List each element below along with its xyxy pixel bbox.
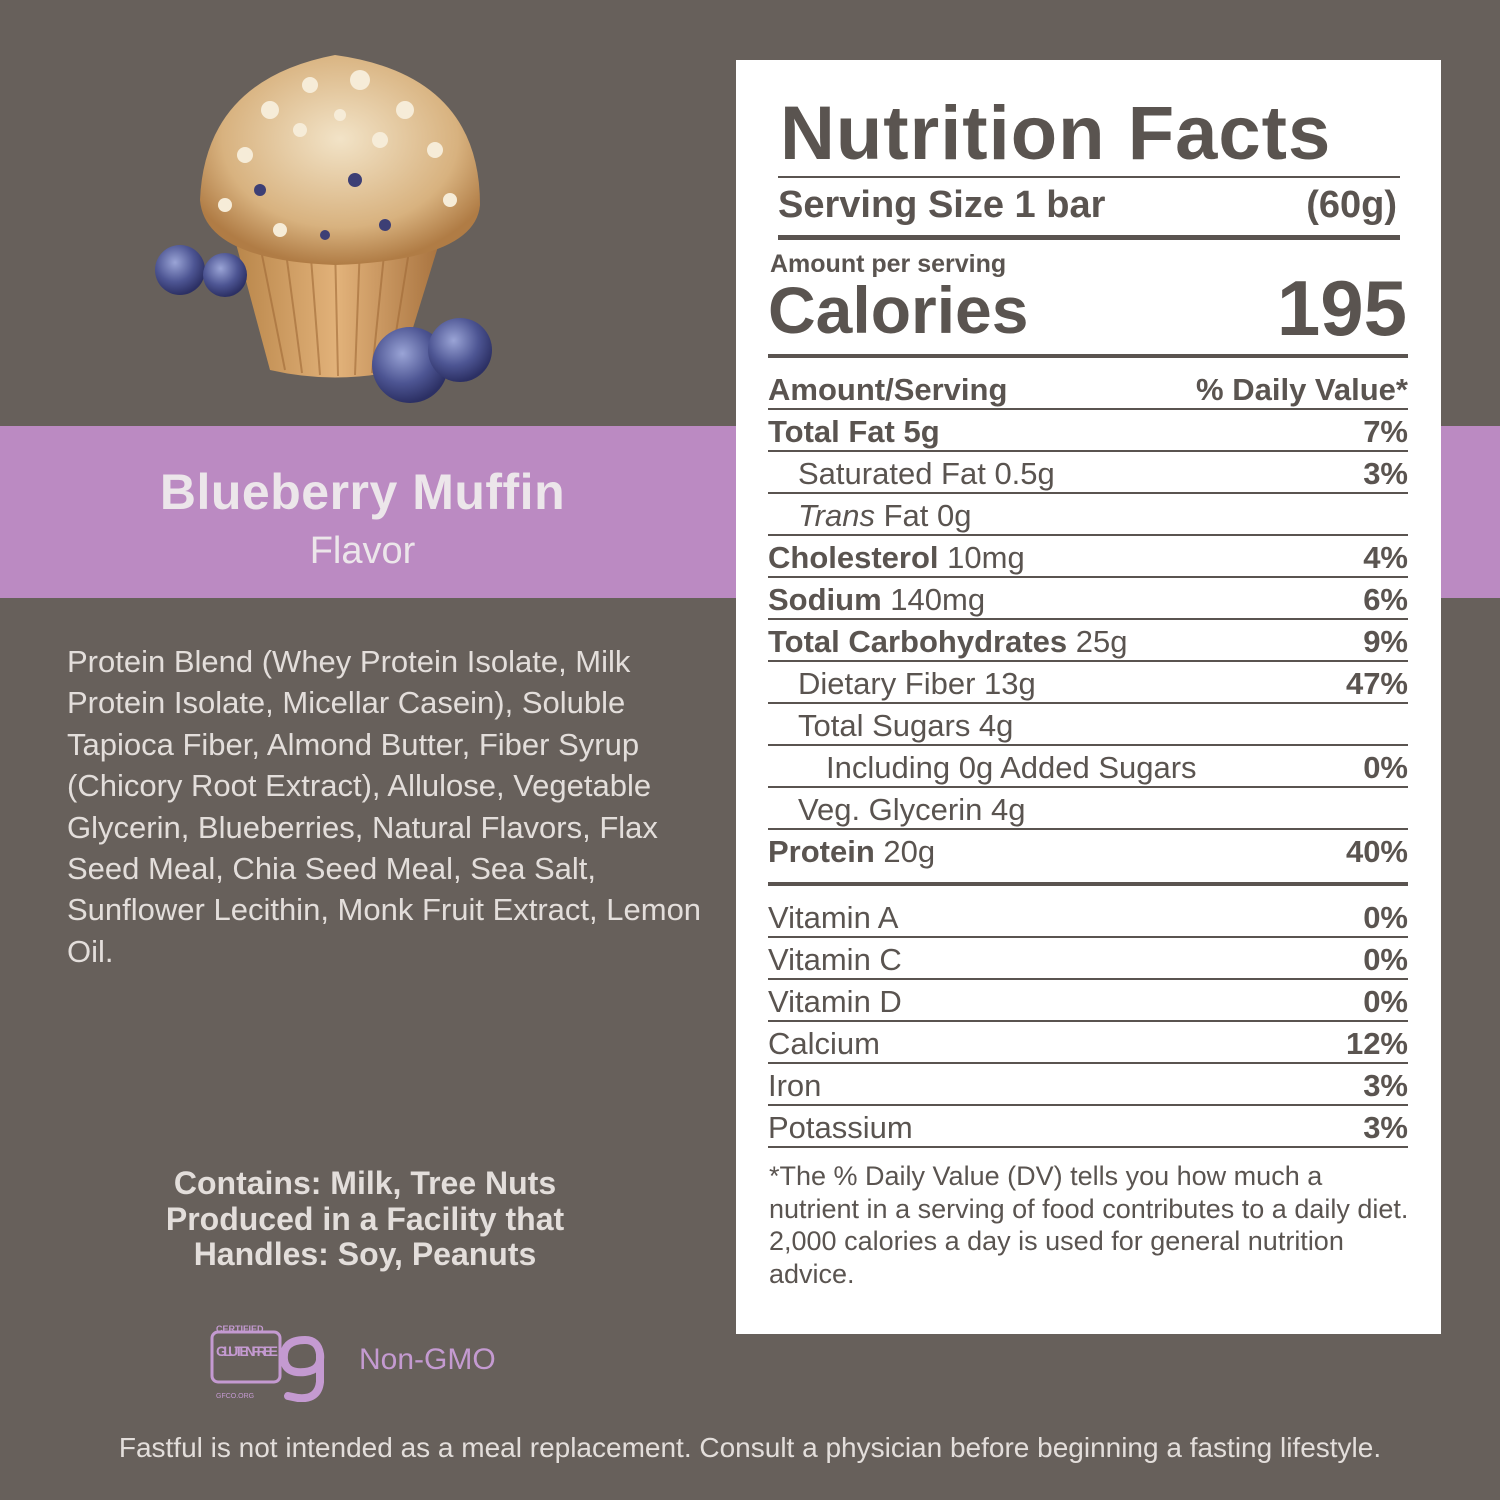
nutrient-dv: 7% (1363, 414, 1408, 449)
vitamin-name: Calcium (768, 1026, 880, 1061)
nutrient-amount: 20g (874, 834, 936, 869)
vitamin-name: Vitamin A (768, 900, 899, 935)
calories-value: 195 (1276, 264, 1407, 352)
nutrient-name: Sodium (768, 582, 882, 617)
nutrient-row: Total Carbohydrates 25g 9% (768, 620, 1408, 662)
vitamin-row: Iron 3% (768, 1064, 1408, 1106)
nutrient-row: Trans Fat 0g (768, 494, 1408, 536)
nutrient-row: Sodium 140mg 6% (768, 578, 1408, 620)
nutrient-name: Saturated Fat 0.5g (798, 456, 1055, 491)
blueberry-muffin-illustration (155, 55, 492, 403)
nutrient-row: Protein 20g 40% (768, 830, 1408, 886)
divider-thick (768, 354, 1408, 358)
nutrient-name: Including 0g Added Sugars (826, 750, 1197, 785)
allergen-line: Produced in a Facility that (165, 1200, 565, 1237)
nutrient-dv: 47% (1345, 666, 1408, 701)
vitamin-row: Vitamin D 0% (768, 980, 1408, 1022)
nutrition-facts-panel: Nutrition Facts Serving Size 1 bar (60g)… (736, 60, 1441, 1334)
allergen-line: Contains: Milk, Tree Nuts (173, 1165, 557, 1201)
ingredients-list: Protein Blend (Whey Protein Isolate, Mil… (67, 644, 702, 969)
nutrient-row: Total Fat 5g 7% (768, 410, 1408, 452)
flavor-subtitle: Flavor (309, 530, 416, 572)
nutrition-facts-title: Nutrition Facts (780, 91, 1332, 176)
nutrient-amount: 10mg (938, 540, 1025, 575)
nutrient-amount: 140mg (881, 582, 986, 617)
nutrient-name: Veg. Glycerin 4g (798, 792, 1026, 827)
header-left: Amount/Serving (768, 372, 1008, 407)
nutrient-dv: 9% (1363, 624, 1408, 659)
nutrient-name: Cholesterol (768, 540, 939, 575)
vitamin-name: Potassium (768, 1110, 913, 1145)
nutrient-dv: 6% (1363, 582, 1408, 617)
vitamin-dv: 12% (1345, 1026, 1408, 1061)
nutrient-name: Dietary Fiber 13g (798, 666, 1036, 701)
flavor-name: Blueberry Muffin (159, 464, 566, 520)
table-header: Amount/Serving % Daily Value* (768, 368, 1408, 410)
gf-org-text: GFCO.ORG (216, 1393, 254, 1400)
vitamin-dv: 3% (1363, 1068, 1408, 1103)
vitamin-row: Vitamin A 0% (768, 896, 1408, 938)
vitamin-row: Potassium 3% (768, 1106, 1408, 1148)
vitamin-dv: 3% (1363, 1110, 1408, 1145)
gf-certified-text: CERTIFIED (216, 1324, 264, 1334)
vitamin-dv: 0% (1363, 900, 1408, 935)
amount-per-serving: Amount per serving (770, 250, 1007, 278)
disclaimer: Fastful is not intended as a meal replac… (118, 1432, 1382, 1463)
nutrient-amount: Fat 0g (874, 498, 972, 533)
nutrient-row: Veg. Glycerin 4g (768, 788, 1408, 830)
nutrient-name: Total Carbohydrates (768, 624, 1068, 659)
vitamin-row: Vitamin C 0% (768, 938, 1408, 980)
daily-value-footnote: *The % Daily Value (DV) tells you how mu… (769, 1161, 1409, 1289)
gf-main-text: GLUTEN FREE (216, 1343, 278, 1359)
nutrient-row: Total Sugars 4g (768, 704, 1408, 746)
calories-label: Calories (768, 273, 1029, 347)
nutrient-name: Total Fat (768, 414, 895, 449)
nutrient-name: Protein (768, 834, 875, 869)
serving-size-label: Serving Size 1 bar (778, 184, 1106, 226)
nutrient-row: Including 0g Added Sugars 0% (768, 746, 1408, 788)
vitamin-name: Vitamin C (768, 942, 902, 977)
vitamin-name: Iron (768, 1068, 822, 1103)
nutrient-amount: 25g (1067, 624, 1128, 659)
nutrient-dv: 40% (1345, 834, 1408, 869)
nutrient-dv: 3% (1363, 456, 1408, 491)
allergen-line: Handles: Soy, Peanuts (193, 1236, 537, 1272)
nutrient-name: Trans (798, 498, 875, 533)
nutrient-dv: 0% (1363, 750, 1408, 785)
nutrient-name: Total Sugars 4g (798, 708, 1014, 743)
vitamin-row: Calcium 12% (768, 1022, 1408, 1064)
non-gmo-badge: Non-GMO (359, 1343, 496, 1376)
header-right: % Daily Value* (1196, 372, 1408, 407)
nutrient-dv: 4% (1363, 540, 1408, 575)
vitamin-dv: 0% (1363, 984, 1408, 1019)
nutrient-row: Saturated Fat 0.5g 3% (768, 452, 1408, 494)
serving-size-value: (60g) (1306, 184, 1397, 226)
gluten-free-certified-icon: CERTIFIED GLUTEN FREE GFCO.ORG (210, 1324, 325, 1402)
vitamin-dv: 0% (1363, 942, 1408, 977)
nutrient-amount: 5g (894, 414, 940, 449)
divider-thick (778, 235, 1400, 240)
nutrient-row: Cholesterol 10mg 4% (768, 536, 1408, 578)
vitamin-name: Vitamin D (768, 984, 902, 1019)
divider (778, 176, 1400, 178)
allergen-statement: Contains: Milk, Tree Nuts Produced in a … (20, 1165, 710, 1273)
nutrient-row: Dietary Fiber 13g 47% (768, 662, 1408, 704)
